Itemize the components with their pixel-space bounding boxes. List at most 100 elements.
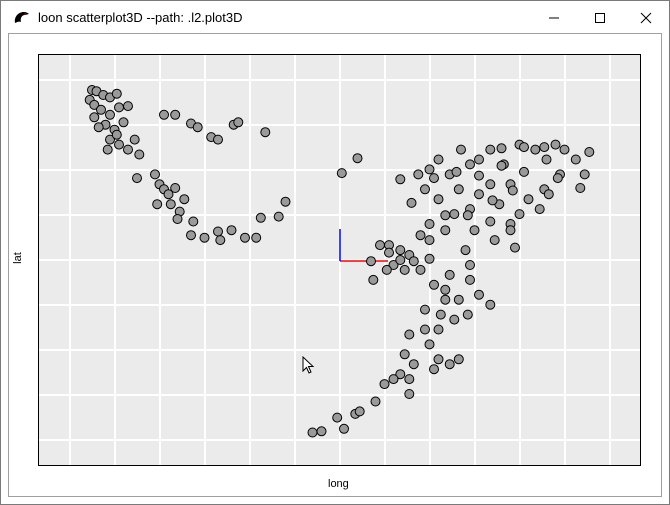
data-point <box>433 194 444 205</box>
data-point <box>413 169 424 180</box>
data-point <box>102 144 113 155</box>
data-point <box>399 264 410 275</box>
data-point <box>354 406 365 417</box>
data-point <box>381 264 392 275</box>
data-point <box>584 147 595 157</box>
data-point <box>307 427 318 438</box>
data-point <box>485 144 496 155</box>
data-point <box>366 256 376 267</box>
data-point <box>429 279 439 290</box>
data-point <box>449 209 460 220</box>
data-point <box>240 232 250 243</box>
data-point <box>485 179 496 190</box>
data-point <box>444 359 455 370</box>
data-point <box>408 256 419 267</box>
data-point <box>280 196 291 207</box>
close-icon <box>640 12 652 23</box>
data-point <box>213 134 223 145</box>
data-point <box>404 329 415 340</box>
data-point <box>496 160 507 171</box>
data-point <box>474 289 484 300</box>
maximize-button[interactable] <box>577 1 623 34</box>
data-point <box>510 242 520 253</box>
data-point <box>519 142 529 153</box>
minimize-button[interactable] <box>531 1 577 34</box>
maximize-icon <box>595 12 605 23</box>
data-point <box>159 109 169 120</box>
data-point <box>129 134 140 145</box>
data-point <box>170 109 181 120</box>
data-point <box>474 189 484 200</box>
data-point <box>453 294 464 305</box>
data-point <box>273 211 284 222</box>
data-point <box>444 269 455 280</box>
data-point <box>453 354 464 365</box>
close-button[interactable] <box>623 1 669 34</box>
data-point <box>105 134 115 145</box>
data-point <box>134 149 145 160</box>
data-point <box>451 166 462 177</box>
minimize-icon <box>549 17 559 18</box>
data-point <box>420 304 430 315</box>
data-point <box>519 166 529 177</box>
data-point <box>505 225 516 236</box>
data-point <box>541 154 552 165</box>
data-point <box>336 168 347 179</box>
data-point <box>424 235 435 246</box>
data-point <box>440 294 451 305</box>
data-point <box>559 144 570 155</box>
data-point <box>316 426 327 437</box>
data-point <box>192 122 203 133</box>
data-point <box>460 245 471 256</box>
data-point <box>93 122 104 133</box>
scatterplot[interactable] <box>38 54 641 466</box>
data-point <box>395 245 406 256</box>
loon-bird-icon <box>14 12 29 23</box>
data-point <box>152 199 163 210</box>
plot-border <box>38 54 641 466</box>
data-point <box>489 235 500 246</box>
data-point <box>384 247 394 258</box>
data-point <box>433 354 444 365</box>
data-point <box>111 88 122 99</box>
data-point <box>539 142 550 153</box>
data-point <box>132 173 142 184</box>
data-point <box>111 129 122 140</box>
data-point <box>165 199 176 210</box>
data-point <box>465 159 475 170</box>
data-point <box>179 194 190 205</box>
data-point <box>186 230 196 241</box>
data-point <box>462 210 473 221</box>
data-point <box>440 210 451 221</box>
data-point <box>89 112 100 123</box>
data-point <box>474 170 484 181</box>
data-point <box>496 143 507 154</box>
data-point <box>462 309 473 320</box>
data-point <box>150 169 160 180</box>
data-point <box>352 153 363 164</box>
data-point <box>215 235 226 246</box>
y-axis-label: lat <box>11 252 24 264</box>
data-point <box>408 359 419 370</box>
data-point <box>487 195 498 206</box>
data-point <box>534 204 545 215</box>
data-point <box>233 117 244 128</box>
data-point <box>456 144 466 155</box>
data-point <box>170 183 181 193</box>
data-point <box>550 139 561 150</box>
data-point <box>424 253 435 264</box>
data-point <box>552 173 563 184</box>
data-point <box>399 349 410 360</box>
data-point <box>379 379 390 390</box>
data-point <box>575 183 586 193</box>
data-point <box>485 216 496 227</box>
data-point <box>199 232 210 243</box>
data-point <box>339 423 349 434</box>
data-point <box>579 169 590 180</box>
data-point <box>96 104 106 115</box>
data-point <box>570 154 581 165</box>
data-point <box>415 230 426 241</box>
data-point <box>255 212 266 223</box>
title-bar[interactable]: loon scatterplot3D --path: .l2.plot3D <box>1 1 669 34</box>
x-axis-label: long <box>328 478 349 490</box>
